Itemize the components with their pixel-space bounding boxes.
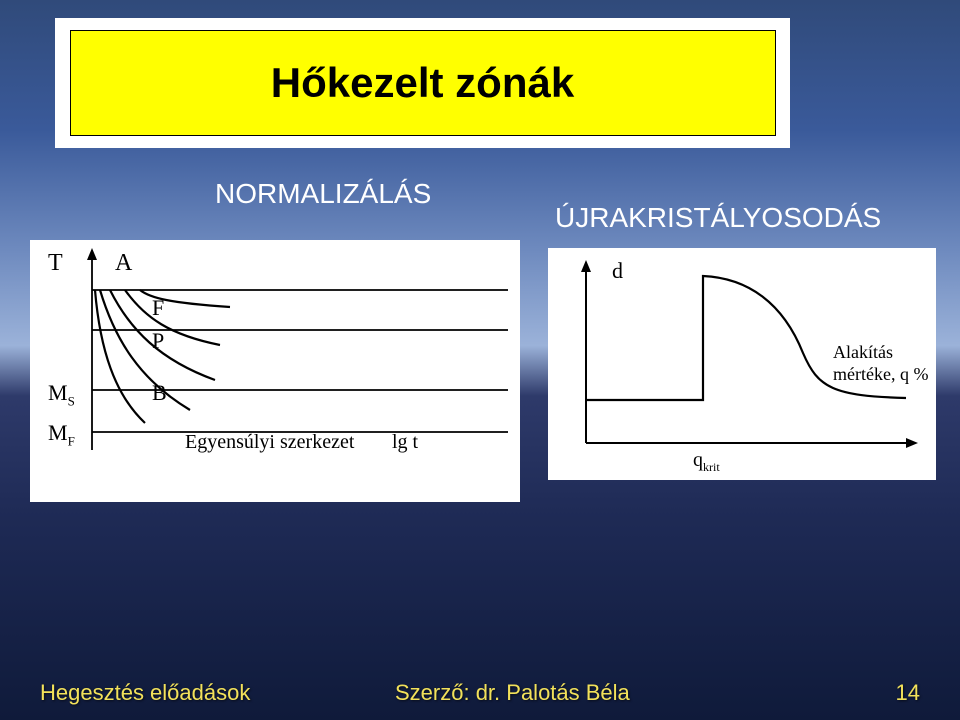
slide-root: Hőkezelt zónák NORMALIZÁLÁS ÚJRAKRISTÁLY… bbox=[0, 0, 960, 720]
svg-text:qkrit: qkrit bbox=[693, 449, 720, 474]
svg-text:T: T bbox=[48, 250, 63, 276]
svg-text:Alakítás: Alakítás bbox=[833, 342, 893, 362]
footer-left: Hegesztés előadások bbox=[40, 680, 250, 706]
svg-text:MF: MF bbox=[48, 420, 75, 449]
svg-text:B: B bbox=[152, 380, 167, 405]
svg-text:MS: MS bbox=[48, 380, 75, 409]
left-diagram-panel: T AFP B MS MF Egyensúlyi szerkezet lg t bbox=[30, 240, 520, 502]
right-diagram-panel: d qkrit Alakításmértéke, q % bbox=[548, 248, 936, 480]
svg-text:mértéke, q %: mértéke, q % bbox=[833, 364, 928, 384]
svg-text:P: P bbox=[152, 328, 164, 353]
slide-title: Hőkezelt zónák bbox=[271, 59, 574, 107]
right-diagram-svg: d qkrit Alakításmértéke, q % bbox=[548, 248, 936, 480]
svg-text:d: d bbox=[612, 258, 623, 283]
title-outer-box: Hőkezelt zónák bbox=[55, 18, 790, 148]
title-inner-box: Hőkezelt zónák bbox=[70, 30, 776, 136]
subtitle-left: NORMALIZÁLÁS bbox=[215, 178, 431, 210]
svg-text:lg t: lg t bbox=[392, 431, 419, 453]
left-diagram-svg: T AFP B MS MF Egyensúlyi szerkezet lg t bbox=[30, 240, 520, 502]
subtitle-right: ÚJRAKRISTÁLYOSODÁS bbox=[555, 202, 881, 234]
svg-text:Egyensúlyi szerkezet: Egyensúlyi szerkezet bbox=[185, 431, 355, 453]
svg-text:A: A bbox=[115, 250, 133, 276]
svg-text:F: F bbox=[152, 295, 164, 320]
footer-center: Szerző: dr. Palotás Béla bbox=[395, 680, 630, 706]
footer-page-number: 14 bbox=[896, 680, 920, 706]
